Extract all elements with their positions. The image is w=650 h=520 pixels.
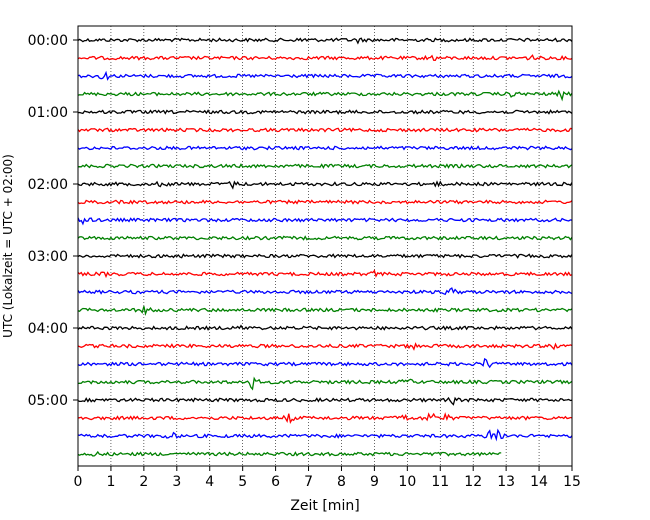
trace-line [77,163,573,169]
trace-line [77,235,573,241]
trace-line [77,89,573,102]
trace-line [77,306,573,316]
trace-line [77,127,573,133]
x-tick-label: 12 [464,474,482,490]
trace-line [77,253,573,259]
trace-line [77,396,573,406]
x-tick-label: 11 [431,474,449,490]
x-tick-label: 3 [172,474,181,490]
grid-lines [110,26,540,466]
x-axis-label: Zeit [min] [290,498,359,514]
trace-line [77,269,573,279]
x-tick-label: 0 [74,474,83,490]
trace-line [77,217,573,226]
x-tick-label: 9 [370,474,379,490]
x-tick-label: 2 [139,474,148,490]
trace-line [77,37,573,45]
trace-line [77,109,573,115]
y-tick-label: 03:00 [28,249,68,265]
trace-line [77,450,502,457]
trace-line [77,342,573,351]
trace-line [77,412,573,424]
trace-line [77,199,573,205]
trace-line [77,324,573,331]
x-tick-label: 10 [398,474,416,490]
trace-line [77,145,573,151]
trace-line [77,54,573,61]
trace-line [77,428,573,442]
x-axis: 0 1 2 3 4 5 6 7 8 9 10 11 12 13 14 15 [74,466,581,490]
y-tick-label: 01:00 [28,105,68,121]
trace-line [77,376,573,391]
x-tick-label: 15 [563,474,581,490]
y-tick-label: 02:00 [28,177,68,193]
x-tick-label: 1 [106,474,115,490]
y-axis-label: UTC (Lokalzeit = UTC + 02:00) [1,154,15,338]
y-tick-label: 04:00 [28,321,68,337]
trace-line [77,287,573,296]
x-tick-label: 6 [271,474,280,490]
x-tick-label: 4 [205,474,214,490]
y-tick-label: 00:00 [28,33,68,49]
trace-line [77,70,573,81]
x-tick-label: 14 [530,474,548,490]
x-tick-label: 8 [337,474,346,490]
x-tick-label: 7 [304,474,313,490]
plot-frame [77,25,573,467]
trace-line [77,357,573,369]
y-axis: 00:00 01:00 02:00 03:00 04:00 05:00 [28,33,78,409]
x-tick-label: 13 [497,474,515,490]
trace-line [77,180,573,190]
x-tick-label: 5 [238,474,247,490]
trace-group [77,37,573,457]
y-tick-label: 05:00 [28,393,68,409]
